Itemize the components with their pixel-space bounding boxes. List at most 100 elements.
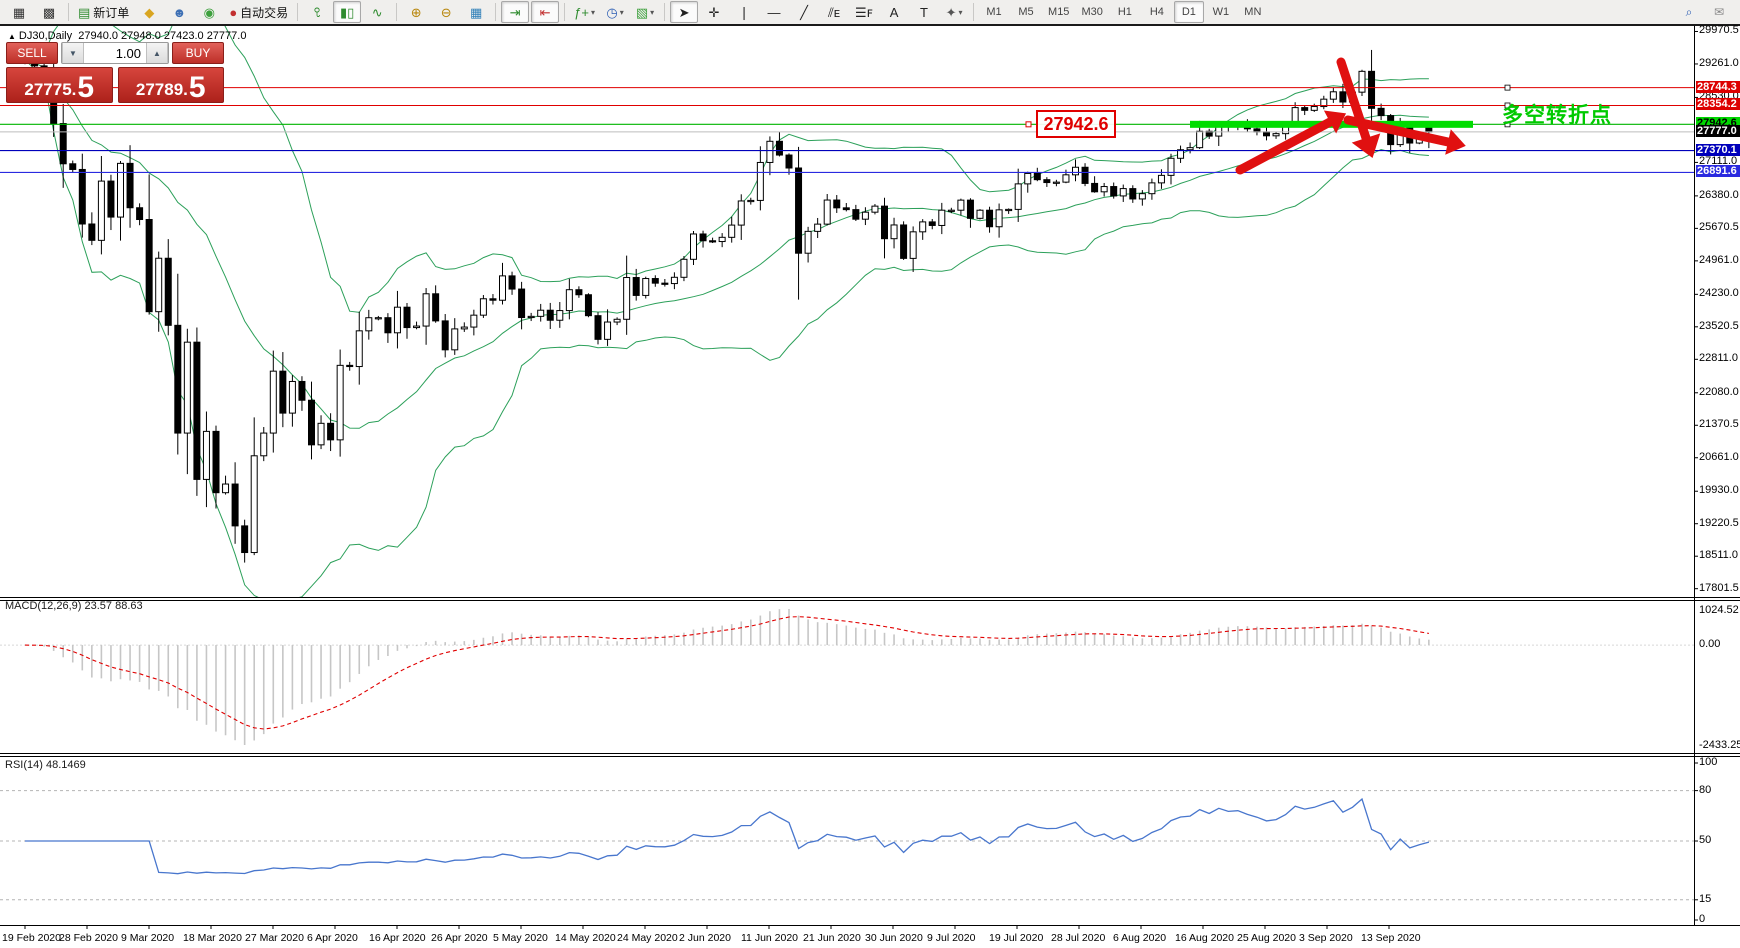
signals-icon[interactable]: ◉ bbox=[195, 1, 223, 23]
timeframe-h1-label: H1 bbox=[1117, 6, 1132, 18]
indicators-icon[interactable]: ƒ+ ▾ bbox=[570, 1, 599, 23]
text-icon: A bbox=[889, 4, 899, 20]
price-axis-tick: 29970.5 bbox=[1699, 24, 1739, 37]
date-axis-label: 5 May 2020 bbox=[493, 932, 548, 944]
toolbar-group-drawing: ➤ ✛ ❘ — ╱ ⫽ᴇ ☰ꜰ A T ✦ ▾ bbox=[669, 1, 969, 23]
price-level-badge: 27370.1 bbox=[1696, 143, 1740, 156]
autotrading-icon[interactable]: ● 自动交易 bbox=[225, 1, 292, 23]
date-axis-label: 11 Jun 2020 bbox=[741, 932, 798, 944]
tile-windows-icon[interactable]: ▦ bbox=[462, 1, 490, 23]
date-axis-label: 14 May 2020 bbox=[555, 932, 616, 944]
new-order-icon-label: 新订单 bbox=[93, 5, 130, 20]
zoom-out-icon: ⊖ bbox=[440, 4, 452, 20]
timeframe-m5-label: M5 bbox=[1018, 6, 1034, 18]
shapes-icon[interactable]: ✦ ▾ bbox=[940, 1, 968, 23]
crosshair-icon[interactable]: ✛ bbox=[700, 1, 728, 23]
buy-button[interactable]: BUY bbox=[172, 42, 224, 64]
community-icon[interactable]: ☻ bbox=[165, 1, 193, 23]
date-axis-label: 27 Mar 2020 bbox=[245, 932, 304, 944]
date-axis-label: 28 Feb 2020 bbox=[59, 932, 118, 944]
collapse-triangle-icon[interactable]: ▲ bbox=[8, 32, 16, 41]
timeframe-m30[interactable]: M30 bbox=[1076, 1, 1107, 23]
sell-price-display[interactable]: 27775. 5 bbox=[6, 67, 113, 103]
equidistant-channel-icon[interactable]: ⫽ᴇ bbox=[820, 1, 848, 23]
date-axis-label: 16 Aug 2020 bbox=[1175, 932, 1234, 944]
volume-decrease-button[interactable]: ▼ bbox=[62, 43, 84, 63]
text-icon[interactable]: A bbox=[880, 1, 908, 23]
metaeditor-icon: ◆ bbox=[144, 4, 155, 20]
price-level-badge: 28744.3 bbox=[1696, 80, 1740, 93]
price-level-callout[interactable]: 27942.6 bbox=[1036, 110, 1116, 138]
price-level-badge: 26891.6 bbox=[1696, 165, 1740, 178]
zoom-in-icon[interactable]: ⊕ bbox=[402, 1, 430, 23]
buy-price-main: 27789 bbox=[135, 80, 184, 100]
price-axis-tick: 21370.5 bbox=[1699, 418, 1739, 431]
cursor-icon[interactable]: ➤ bbox=[670, 1, 699, 23]
equidistant-channel-icon: ⫽ᴇ bbox=[827, 4, 841, 20]
line-chart-icon[interactable]: ∿ bbox=[363, 1, 391, 23]
timeframe-mn[interactable]: MN bbox=[1238, 1, 1268, 23]
chart-shift-icon[interactable]: ⇤ bbox=[531, 1, 560, 23]
candlestick-icon[interactable]: ▮▯ bbox=[333, 1, 362, 23]
templates-icon: ▧ bbox=[635, 4, 649, 20]
buy-price-display[interactable]: 27789. 5 bbox=[117, 67, 224, 103]
chat-icon[interactable]: ✉ bbox=[1713, 5, 1725, 19]
price-axis-tick: 24230.0 bbox=[1699, 287, 1739, 300]
timeframe-m15[interactable]: M15 bbox=[1043, 1, 1074, 23]
toolbar-separator bbox=[973, 3, 975, 21]
toolbar-separator bbox=[664, 3, 666, 21]
new-order-icon: ▤ bbox=[78, 4, 91, 20]
price-axis-tick: 23520.5 bbox=[1699, 319, 1739, 332]
fibonacci-icon[interactable]: ☰ꜰ bbox=[850, 1, 878, 23]
toolbar-group-trading: ▤ 新订单 ◆ ☻ ◉ ● 自动交易 bbox=[73, 1, 293, 23]
zoom-out-icon[interactable]: ⊖ bbox=[432, 1, 460, 23]
auto-scroll-icon[interactable]: ⇥ bbox=[501, 1, 530, 23]
buy-price-dot: . bbox=[183, 80, 188, 100]
crosshair-icon: ✛ bbox=[708, 4, 720, 20]
timeframe-w1[interactable]: W1 bbox=[1206, 1, 1236, 23]
new-chart-icon: ▦ bbox=[12, 4, 26, 20]
bar-chart-icon: ꘫ bbox=[313, 4, 321, 20]
toolbar-group-windows: ▦ ▩ bbox=[4, 1, 64, 23]
timeframe-h1[interactable]: H1 bbox=[1110, 1, 1140, 23]
toolbar-separator bbox=[564, 3, 566, 21]
date-axis-label: 21 Jun 2020 bbox=[803, 932, 861, 944]
trendline-icon[interactable]: ╱ bbox=[790, 1, 818, 23]
turning-point-annotation[interactable]: 多空转折点 bbox=[1502, 104, 1612, 127]
price-axis-tick: 0.00 bbox=[1699, 638, 1721, 651]
date-axis-label: 2 Jun 2020 bbox=[679, 932, 731, 944]
chevron-down-icon: ▾ bbox=[619, 7, 624, 17]
metaeditor-icon[interactable]: ◆ bbox=[135, 1, 163, 23]
price-axis-tick: 27111.0 bbox=[1699, 155, 1738, 168]
new-chart-icon[interactable]: ▦ bbox=[5, 1, 33, 23]
templates-icon[interactable]: ▧ ▾ bbox=[631, 1, 659, 23]
auto-scroll-icon: ⇥ bbox=[509, 4, 521, 20]
timeframe-m1[interactable]: M1 bbox=[979, 1, 1009, 23]
timeframe-d1[interactable]: D1 bbox=[1173, 1, 1204, 23]
profiles-icon[interactable]: ▩ bbox=[35, 1, 63, 23]
chart-title: ▲ DJ30,Daily 27940.0 27948.0 27423.0 2777… bbox=[8, 30, 246, 42]
timeframe-m5[interactable]: M5 bbox=[1011, 1, 1041, 23]
signals-icon: ◉ bbox=[203, 4, 215, 20]
periods-icon[interactable]: ◷ ▾ bbox=[601, 1, 629, 23]
zoom-in-icon: ⊕ bbox=[410, 4, 422, 20]
toolbar-group-zoom: ⊕ ⊖ ▦ bbox=[401, 1, 491, 23]
new-order-icon[interactable]: ▤ 新订单 bbox=[74, 1, 133, 23]
volume-input[interactable]: 1.00 bbox=[115, 45, 141, 61]
vertical-line-icon[interactable]: ❘ bbox=[730, 1, 758, 23]
sell-button[interactable]: SELL bbox=[6, 42, 58, 64]
price-level-badge: 28354.2 bbox=[1696, 98, 1740, 111]
horizontal-line-icon[interactable]: — bbox=[760, 1, 788, 23]
tile-windows-icon: ▦ bbox=[470, 4, 483, 20]
text-label-icon[interactable]: T bbox=[910, 1, 938, 23]
chevron-down-icon: ▾ bbox=[958, 7, 963, 17]
price-axis-tick: 17801.5 bbox=[1699, 581, 1739, 594]
bar-chart-icon[interactable]: ꘫ bbox=[303, 1, 331, 23]
autotrading-icon-label: 自动交易 bbox=[240, 5, 289, 20]
volume-increase-button[interactable]: ▲ bbox=[146, 43, 168, 63]
price-axis-tick: 0 bbox=[1699, 913, 1706, 925]
timeframe-m30-label: M30 bbox=[1081, 6, 1103, 18]
timeframe-h4[interactable]: H4 bbox=[1142, 1, 1172, 23]
search-icon[interactable]: ⌕ bbox=[1685, 4, 1693, 19]
